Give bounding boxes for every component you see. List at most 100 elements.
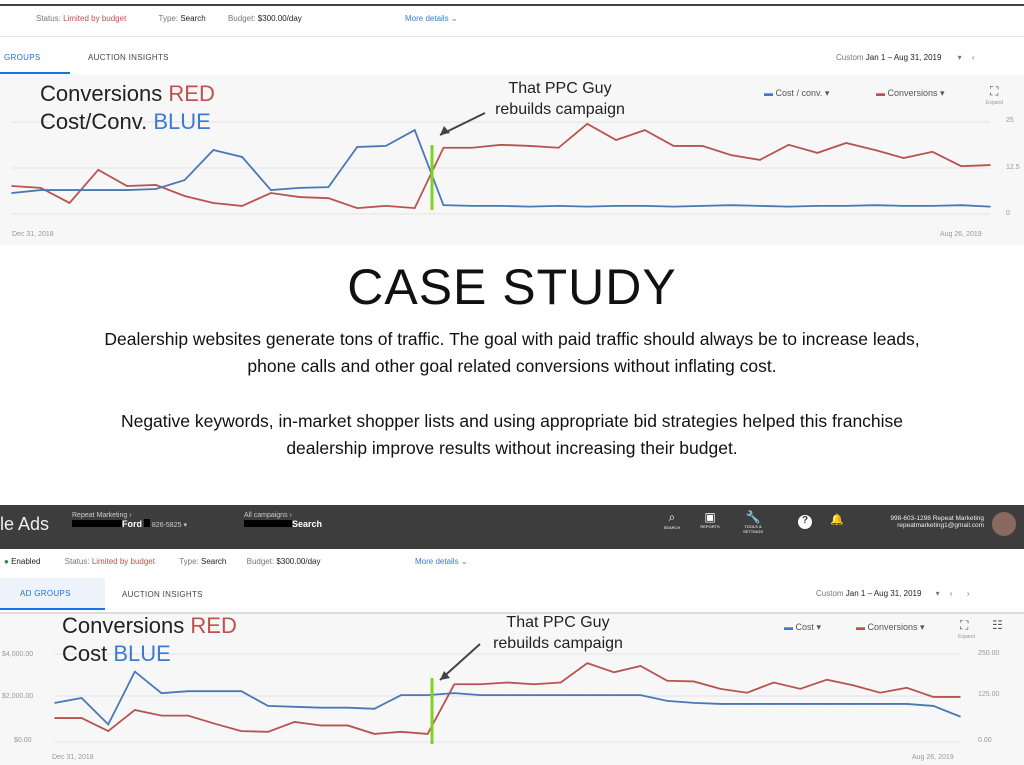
data-point xyxy=(267,705,269,707)
tools-icon[interactable]: 🔧 TOOLS & SETTINGS xyxy=(742,510,763,534)
data-point xyxy=(905,703,908,705)
date-range-picker-bottom[interactable]: Custom Jan 1 – Aug 31, 2019 ▾ ‹ › xyxy=(816,589,970,598)
legend-cost-conv[interactable]: ▬ Cost / conv. ▾ xyxy=(764,88,830,98)
expand-icon[interactable]: ⛶ xyxy=(990,84,999,98)
arrow-icon xyxy=(439,643,481,681)
data-point xyxy=(97,189,100,191)
data-point xyxy=(879,703,881,705)
data-point xyxy=(852,684,855,687)
data-point xyxy=(11,185,13,187)
data-point xyxy=(107,723,110,726)
chart-area-bottom xyxy=(0,612,1024,765)
data-point xyxy=(426,694,429,696)
top-line-chart xyxy=(11,112,991,215)
data-point xyxy=(931,205,934,207)
data-point xyxy=(533,694,535,696)
data-point xyxy=(845,142,847,144)
data-point xyxy=(586,123,589,125)
more-details-link-bottom[interactable]: More details ⌄ xyxy=(415,557,468,566)
data-point xyxy=(385,145,387,147)
data-point xyxy=(267,730,269,733)
data-point xyxy=(644,205,646,207)
expand-label: Expand xyxy=(958,634,975,640)
prev-icon[interactable]: ‹ xyxy=(971,53,975,62)
data-point xyxy=(557,205,560,207)
bell-icon[interactable]: 🔔 xyxy=(830,514,844,526)
date-range-picker[interactable]: Custom Jan 1 – Aug 31, 2019 ▾ ‹ xyxy=(836,53,975,62)
annotation-cost: Conversions RED Cost BLUE xyxy=(62,613,237,666)
bottom-line-chart xyxy=(54,643,961,744)
chart-area-top xyxy=(0,75,1024,245)
data-point xyxy=(931,151,934,153)
more-details-link[interactable]: More details ⌄ xyxy=(405,14,458,23)
data-point xyxy=(759,205,761,207)
next-icon: › xyxy=(966,589,970,598)
tab-auction-insights[interactable]: AUCTION INSIGHTS xyxy=(88,53,169,62)
data-point xyxy=(442,204,445,206)
data-point xyxy=(400,694,402,696)
data-point xyxy=(666,679,669,682)
data-point xyxy=(241,156,243,158)
data-point xyxy=(187,690,189,692)
data-point xyxy=(212,202,215,204)
data-point xyxy=(298,187,301,189)
data-point xyxy=(160,692,163,694)
avatar[interactable] xyxy=(992,512,1016,536)
data-point xyxy=(799,688,802,690)
data-point xyxy=(586,662,589,664)
reports-icon[interactable]: ▣ REPORTS xyxy=(700,510,720,529)
data-point xyxy=(471,205,474,207)
data-point xyxy=(453,683,456,686)
data-point xyxy=(453,692,456,694)
data-point xyxy=(413,129,416,131)
active-tab-indicator xyxy=(0,72,70,74)
data-point xyxy=(701,205,704,207)
data-point xyxy=(960,204,963,206)
paragraph-2: Negative keywords, in-market shopper lis… xyxy=(120,411,904,458)
data-point xyxy=(799,703,802,705)
data-point xyxy=(413,207,416,209)
data-point xyxy=(500,144,502,146)
data-point xyxy=(644,129,646,131)
data-point xyxy=(559,694,562,696)
data-point xyxy=(932,696,935,698)
expand-icon[interactable]: ⛶ xyxy=(960,618,969,632)
help-icon[interactable]: ? xyxy=(798,515,812,529)
campaign-selector[interactable]: All campaigns › Search xyxy=(244,512,323,529)
data-point xyxy=(586,694,589,696)
data-point xyxy=(559,681,562,684)
data-point xyxy=(298,196,301,198)
data-point xyxy=(240,730,243,732)
account-selector[interactable]: Repeat Marketing › Ford 826-5825 ▾ xyxy=(72,512,187,529)
top-border xyxy=(0,4,1024,6)
chevron-down-icon: ⌄ xyxy=(460,557,468,566)
search-icon[interactable]: ⌕ SEARCH xyxy=(663,510,681,530)
status-row-bottom: ● Enabled Status: Limited by budget Type… xyxy=(4,557,321,566)
data-point xyxy=(500,205,502,207)
data-point xyxy=(327,197,330,199)
data-point xyxy=(639,665,642,667)
data-point xyxy=(293,706,296,708)
data-point xyxy=(787,205,790,208)
tab-ad-groups[interactable]: AD GROUPS xyxy=(0,578,105,610)
tab-groups[interactable]: GROUPS xyxy=(4,53,41,62)
data-point xyxy=(373,733,376,735)
data-point xyxy=(902,205,905,207)
tab-auction-insights-bottom[interactable]: AUCTION INSIGHTS xyxy=(122,590,203,599)
data-point xyxy=(787,144,790,146)
data-point xyxy=(874,149,876,151)
legend-cost[interactable]: ▬ Cost ▾ xyxy=(784,622,822,632)
data-point xyxy=(989,164,991,166)
data-point xyxy=(480,683,482,686)
data-point xyxy=(183,179,186,181)
data-point xyxy=(160,714,163,717)
data-point xyxy=(826,703,828,705)
data-point xyxy=(400,730,402,733)
left-tick: $4,000.00 xyxy=(2,651,34,658)
data-point xyxy=(346,706,349,709)
data-point xyxy=(426,733,429,735)
legend-conversions-bottom[interactable]: ▬ Conversions ▾ xyxy=(856,622,925,632)
data-point xyxy=(107,730,110,732)
columns-icon[interactable]: ☷ xyxy=(992,618,1003,632)
legend-conversions[interactable]: ▬ Conversions ▾ xyxy=(876,88,945,98)
